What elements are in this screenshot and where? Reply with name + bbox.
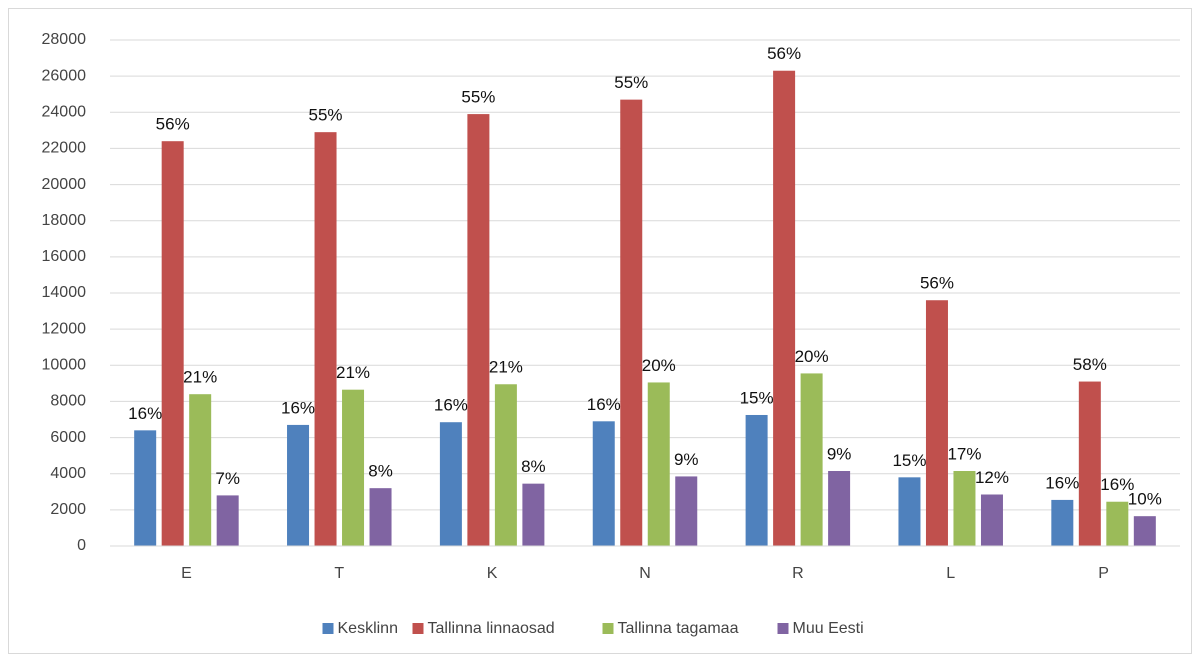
legend-label: Kesklinn <box>338 620 398 637</box>
chart-border <box>8 8 1192 654</box>
bar <box>745 414 768 546</box>
y-tick-label: 4000 <box>50 465 86 482</box>
data-label: 12% <box>975 468 1009 487</box>
data-label: 16% <box>1045 473 1079 492</box>
legend-label: Tallinna linnaosad <box>428 620 555 637</box>
y-tick-label: 20000 <box>42 176 87 193</box>
legend-swatch <box>322 623 334 634</box>
legend-swatch <box>602 623 614 634</box>
bar <box>773 70 796 546</box>
y-tick-label: 18000 <box>42 212 87 229</box>
y-tick-label: 26000 <box>42 67 87 84</box>
data-label: 8% <box>521 457 546 476</box>
data-label: 7% <box>215 469 240 488</box>
data-label: 15% <box>892 451 926 470</box>
data-label: 10% <box>1128 490 1162 509</box>
y-tick-label: 0 <box>77 537 86 554</box>
data-label: 16% <box>1100 475 1134 494</box>
bar <box>898 477 921 546</box>
legend-label: Tallinna tagamaa <box>618 620 739 637</box>
x-tick-label: T <box>334 565 344 582</box>
y-tick-label: 8000 <box>50 393 86 410</box>
data-label: 55% <box>309 106 343 125</box>
legend-label: Muu Eesti <box>793 620 864 637</box>
x-tick-label: R <box>792 565 804 582</box>
bar <box>134 430 157 546</box>
data-label: 21% <box>336 363 370 382</box>
bar <box>439 422 462 546</box>
y-tick-label: 6000 <box>50 429 86 446</box>
y-tick-label: 16000 <box>42 248 87 265</box>
bar <box>467 114 490 546</box>
bar <box>925 300 948 546</box>
data-label: 20% <box>642 356 676 375</box>
legend-swatch <box>412 623 424 634</box>
bar <box>161 141 184 546</box>
bar <box>1078 381 1101 546</box>
bar <box>953 471 976 546</box>
y-tick-label: 24000 <box>42 104 87 121</box>
bar <box>592 421 615 546</box>
data-label: 17% <box>947 444 981 463</box>
x-tick-label: L <box>946 565 955 582</box>
bar <box>800 373 823 546</box>
bar <box>647 382 670 546</box>
bar <box>1051 499 1074 546</box>
data-label: 9% <box>674 450 699 469</box>
bar <box>1106 501 1129 546</box>
data-label: 16% <box>587 395 621 414</box>
bar <box>828 471 851 546</box>
data-label: 58% <box>1073 355 1107 374</box>
data-label: 15% <box>740 388 774 407</box>
y-tick-label: 12000 <box>42 320 87 337</box>
data-label: 16% <box>434 396 468 415</box>
data-label: 55% <box>461 88 495 107</box>
bar <box>620 99 643 546</box>
bar <box>314 132 337 546</box>
bar <box>980 494 1003 546</box>
data-label: 21% <box>489 358 523 377</box>
y-tick-label: 2000 <box>50 501 86 518</box>
x-tick-label: N <box>639 565 651 582</box>
bar <box>1133 516 1156 546</box>
data-label: 56% <box>156 115 190 134</box>
bar <box>216 495 239 546</box>
data-label: 8% <box>368 462 393 481</box>
bar <box>494 384 517 546</box>
data-label: 16% <box>281 398 315 417</box>
y-tick-label: 14000 <box>42 284 87 301</box>
bar <box>189 394 212 546</box>
bar <box>342 389 365 546</box>
data-label: 16% <box>128 404 162 423</box>
y-tick-label: 22000 <box>42 140 87 157</box>
legend-swatch <box>777 623 789 634</box>
data-label: 55% <box>614 73 648 92</box>
bar <box>287 424 310 546</box>
data-label: 21% <box>183 368 217 387</box>
x-tick-label: E <box>181 565 192 582</box>
bar <box>675 476 698 546</box>
x-tick-label: P <box>1098 565 1109 582</box>
x-tick-label: K <box>487 565 498 582</box>
y-tick-label: 10000 <box>42 357 87 374</box>
data-label: 9% <box>827 444 852 463</box>
y-tick-label: 28000 <box>42 31 87 48</box>
data-label: 56% <box>920 274 954 293</box>
data-label: 56% <box>767 44 801 63</box>
bar <box>522 483 545 546</box>
data-label: 20% <box>795 347 829 366</box>
bar <box>369 488 392 546</box>
